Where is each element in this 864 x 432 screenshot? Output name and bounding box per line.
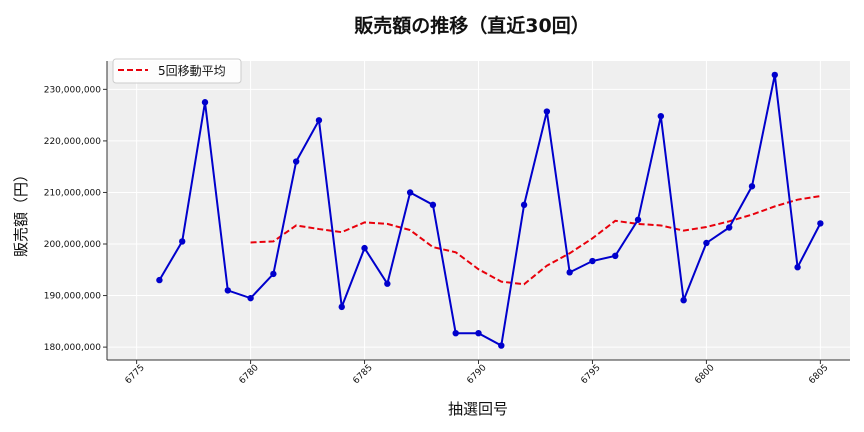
sales-point: [406, 189, 414, 196]
y-tick-label: 210,000,000: [44, 188, 102, 198]
sales-point: [589, 257, 596, 265]
sales-point: [384, 280, 391, 287]
sales-point: [748, 183, 756, 190]
y-tick-label: 230,000,000: [44, 85, 102, 95]
sales-point: [292, 158, 300, 165]
sales-point: [520, 201, 528, 209]
sales-point: [452, 329, 459, 337]
sales-point: [817, 220, 824, 227]
sales-point: [179, 238, 186, 245]
sales-point: [680, 297, 687, 304]
sales-point: [726, 224, 733, 231]
x-tick-label: 6780: [238, 363, 261, 386]
grid: [107, 61, 850, 360]
y-tick-label: 190,000,000: [44, 292, 102, 302]
legend-box: [112, 58, 242, 84]
sales-line: [158, 74, 822, 348]
y-tick-label: 200,000,000: [44, 240, 102, 250]
sales-point: [566, 269, 573, 276]
sales-point: [703, 239, 710, 247]
x-tick-label: 6800: [693, 363, 716, 386]
sales-point: [315, 117, 323, 124]
sales-point: [224, 287, 231, 294]
sales-point: [498, 342, 505, 349]
sales-point: [657, 112, 665, 120]
sales-point: [612, 252, 619, 260]
chart-title: 販売額の推移（直近30回）: [354, 14, 589, 37]
series-layer: [156, 71, 824, 349]
sales-point: [475, 329, 482, 337]
sales-point: [543, 108, 551, 115]
sales-point: [794, 264, 801, 271]
y-axis-label: 販売額（円）: [12, 167, 30, 257]
sales-point: [270, 270, 277, 278]
x-tick-label: 6805: [807, 363, 830, 386]
sales-point: [156, 276, 163, 284]
sales-point: [361, 244, 368, 252]
legend-moving-average-label: 5回移動平均: [158, 64, 226, 78]
x-tick-label: 6775: [124, 363, 147, 386]
x-axis-label: 抽選回号: [448, 400, 508, 418]
y-tick-label: 180,000,000: [44, 343, 102, 353]
sales-point: [429, 201, 437, 209]
moving-average-line: [250, 195, 821, 286]
y-tick-label: 220,000,000: [44, 137, 102, 147]
sales-point: [634, 216, 642, 223]
sales-point: [201, 99, 209, 106]
sales-point: [247, 294, 254, 302]
x-tick-label: 6795: [579, 363, 602, 386]
sales-point: [771, 71, 778, 79]
legend: 5回移動平均: [112, 58, 242, 84]
sales-point: [338, 303, 345, 311]
x-tick-label: 6790: [465, 363, 488, 386]
x-tick-label: 6785: [351, 363, 374, 386]
